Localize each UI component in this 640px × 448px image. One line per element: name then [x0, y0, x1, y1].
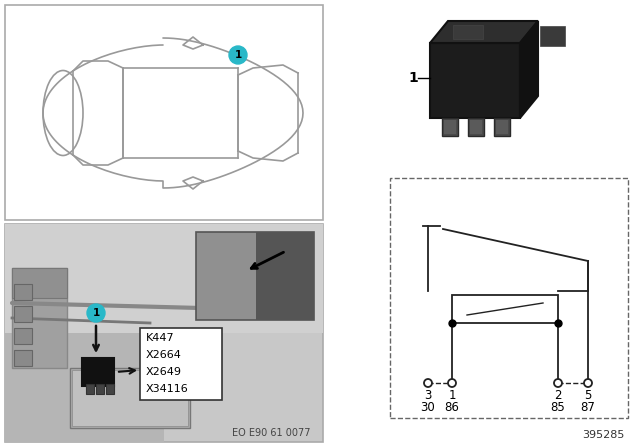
Text: 1: 1	[408, 71, 418, 85]
Bar	[453, 25, 483, 39]
Polygon shape	[430, 21, 538, 43]
Text: K447: K447	[146, 333, 175, 343]
Bar	[86, 384, 94, 394]
Polygon shape	[520, 21, 538, 118]
Bar	[5, 224, 323, 333]
Bar	[106, 384, 114, 394]
Bar	[390, 178, 628, 418]
Bar	[494, 118, 510, 136]
Bar	[496, 120, 508, 134]
Bar	[96, 384, 104, 394]
Bar	[140, 328, 222, 400]
Text: 5: 5	[584, 388, 592, 401]
Bar	[196, 232, 314, 320]
Text: 1: 1	[448, 388, 456, 401]
Bar	[70, 368, 190, 428]
Bar	[14, 306, 32, 322]
Text: 87: 87	[580, 401, 595, 414]
Text: 30: 30	[420, 401, 435, 414]
Circle shape	[554, 379, 562, 387]
Bar	[540, 26, 565, 46]
Text: 3: 3	[424, 388, 432, 401]
Text: 86: 86	[445, 401, 460, 414]
Bar	[430, 43, 520, 118]
Bar	[442, 118, 458, 136]
Circle shape	[424, 379, 432, 387]
Text: X2649: X2649	[146, 367, 182, 377]
Bar	[82, 358, 114, 386]
Bar	[14, 350, 32, 366]
Circle shape	[87, 304, 105, 322]
Bar	[12, 268, 67, 368]
Text: 1: 1	[92, 308, 100, 318]
Bar	[12, 268, 67, 298]
Bar	[452, 295, 558, 323]
Bar	[14, 328, 32, 344]
Text: X34116: X34116	[146, 384, 189, 394]
Circle shape	[448, 379, 456, 387]
Bar	[5, 5, 323, 220]
Text: 395285: 395285	[582, 430, 625, 440]
Bar	[470, 120, 482, 134]
Circle shape	[584, 379, 592, 387]
Bar	[72, 370, 188, 426]
Text: 1: 1	[234, 50, 242, 60]
Circle shape	[229, 46, 247, 64]
Bar	[5, 224, 164, 442]
Text: EO E90 61 0077: EO E90 61 0077	[232, 428, 310, 438]
Text: 85: 85	[550, 401, 565, 414]
Bar	[14, 284, 32, 300]
Text: X2664: X2664	[146, 350, 182, 360]
Bar	[256, 232, 314, 320]
Bar	[444, 120, 456, 134]
Bar	[468, 118, 484, 136]
Text: 2: 2	[554, 388, 562, 401]
Bar	[5, 224, 323, 442]
